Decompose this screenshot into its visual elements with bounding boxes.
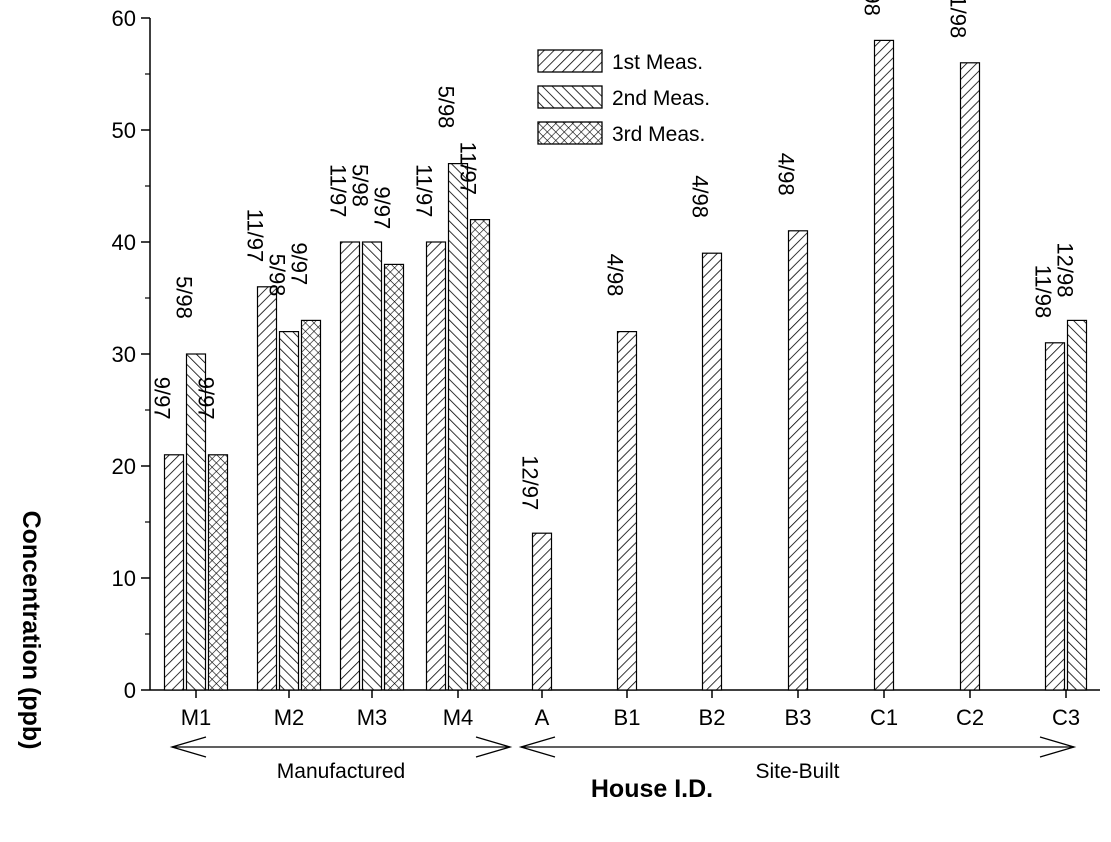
bar-date-label: 12/98 [1053,242,1078,297]
group-arrow-head-left [169,736,207,758]
bar-M2-1 [256,286,278,691]
bars [163,39,1088,691]
y-tick-label: 50 [112,118,136,143]
group-annotations: Manufactured Site-Built [169,736,1077,783]
bar-M3-2 [361,241,383,691]
bar-M3-1 [339,241,361,691]
legend-label-1st: 1st Meas. [612,51,703,74]
bar-date-label: 12/97 [518,455,543,510]
bar-C3-2 [1066,319,1088,691]
bar-date-label: 9/97 [287,242,312,285]
group-label: Site-Built [755,760,839,783]
bar-A-1 [531,532,553,691]
bar-M3-3 [383,263,405,691]
bar-M4-3 [469,219,491,691]
bar-C1-1 [873,39,895,691]
axes: 0 10 20 30 40 50 60 M1 M2 M3 M4 A B1 B2 B3 C1 C2 C3 [112,6,1100,730]
bar-B1-1 [616,331,638,691]
bar-M1-1 [163,454,185,691]
bar-date-label: 11/98 [1031,265,1056,318]
legend-swatch-1st [537,49,603,73]
legend-label-2nd: 2nd Meas. [612,87,710,110]
y-axis-title: Concentration (ppb) [17,511,45,750]
bar-date-label: 11/98 [946,0,971,38]
legend: 1st Meas. 2nd Meas. 3rd Meas. [537,49,710,146]
bar-date-label: 11/97 [243,209,268,262]
x-tick-label: M3 [357,705,388,730]
bar-date-label: 11/98 [860,0,885,16]
y-tick-label: 10 [112,566,136,591]
bar-date-label: 4/98 [603,254,628,297]
bar-M2-3 [300,319,322,691]
bar-date-label: 11/97 [326,164,351,217]
bar-M4-2 [447,163,469,691]
bar-date-label: 5/98 [265,254,290,297]
bar-B3-1 [787,230,809,691]
group-arrow-head-right [1039,736,1077,758]
bar-date-label: 4/98 [774,153,799,196]
bar-date-label: 9/97 [150,377,175,420]
y-tick-label: 20 [112,454,136,479]
x-tick-label: A [535,705,550,730]
y-tick-label: 40 [112,230,136,255]
bar-C2-1 [959,62,981,691]
x-tick-label: C1 [870,705,898,730]
bar-M1-2 [185,353,207,691]
bar-M2-2 [278,331,300,691]
group-arrow-head-right [475,736,513,758]
x-tick-label: M2 [274,705,305,730]
bar-date-label: 9/97 [194,377,219,420]
x-tick-label: C2 [956,705,984,730]
legend-swatch-3rd [537,121,603,145]
legend-swatch-2nd [537,85,603,109]
x-tick-label: B1 [614,705,641,730]
bar-date-label: 5/98 [348,164,373,207]
bar-date-label: 11/97 [412,164,437,217]
bar-date-label: 11/97 [456,142,481,195]
x-tick-label: C3 [1052,705,1080,730]
bar-C3-1 [1044,342,1066,691]
y-tick-label: 30 [112,342,136,367]
y-tick-label: 60 [112,6,136,31]
bar-date-label: 5/98 [434,86,459,129]
x-tick-label: B2 [699,705,726,730]
legend-label-3rd: 3rd Meas. [612,123,705,146]
bar-date-label: 4/98 [688,175,713,218]
x-axis-title: House I.D. [591,775,713,803]
x-tick-label: M4 [443,705,474,730]
group-arrow-head-left [518,736,556,758]
bar-M1-3 [207,454,229,691]
x-tick-label: B3 [785,705,812,730]
bar-date-label: 5/98 [172,276,197,319]
x-tick-label: M1 [181,705,212,730]
y-tick-label: 0 [124,678,136,703]
bar-date-label: 9/97 [370,186,395,229]
bar-B2-1 [701,252,723,691]
group-label: Manufactured [277,760,405,783]
bar-M4-1 [425,241,447,691]
